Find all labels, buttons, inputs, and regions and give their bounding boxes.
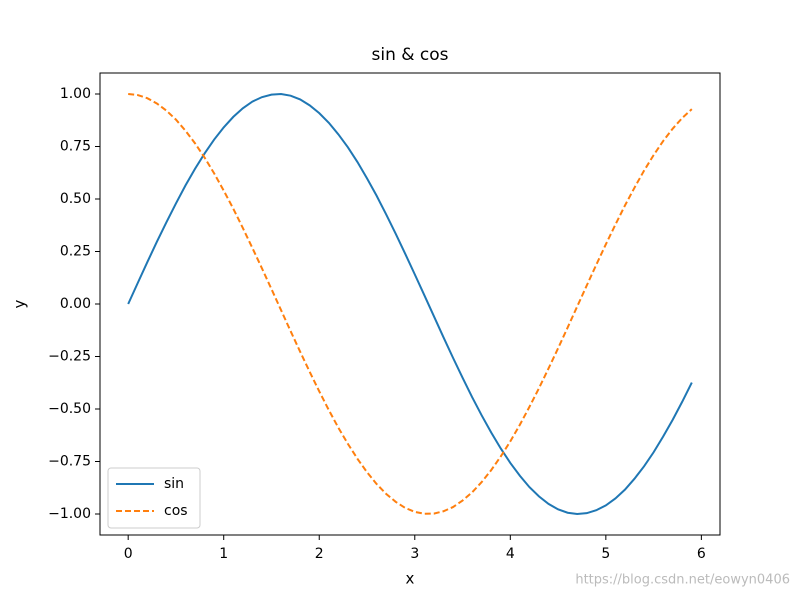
x-tick-label: 3 [410,546,419,562]
y-tick-label: 0.00 [60,296,91,312]
y-tick-label: 0.75 [60,139,91,155]
line-series [127,92,693,516]
x-tick-label: 6 [697,546,706,562]
x-tick-label: 5 [601,546,610,562]
line-series [128,93,693,515]
y-tick-label: −0.50 [48,401,91,417]
y-tick-label: −0.75 [48,454,91,470]
y-tick-label: 0.25 [60,244,91,260]
y-tick-label: 1.00 [60,86,91,102]
y-axis-label: y [11,299,29,308]
legend-box [107,467,201,529]
watermark: https://blog.csdn.net/eowyn0406 [575,573,790,588]
y-tick-label: −1.00 [48,506,91,522]
chart-title: sin & cos [371,45,448,65]
legend-label: sin [164,476,184,492]
x-axis-label: x [406,570,415,588]
x-tick-label: 0 [124,546,133,562]
x-tick-label: 4 [506,546,515,562]
x-tick-label: 1 [219,546,228,562]
x-tick-label: 2 [315,546,324,562]
legend-label: cos [164,503,188,519]
y-tick-label: −0.25 [48,349,91,365]
plot-frame [99,72,721,536]
y-tick-label: 0.50 [60,191,91,207]
